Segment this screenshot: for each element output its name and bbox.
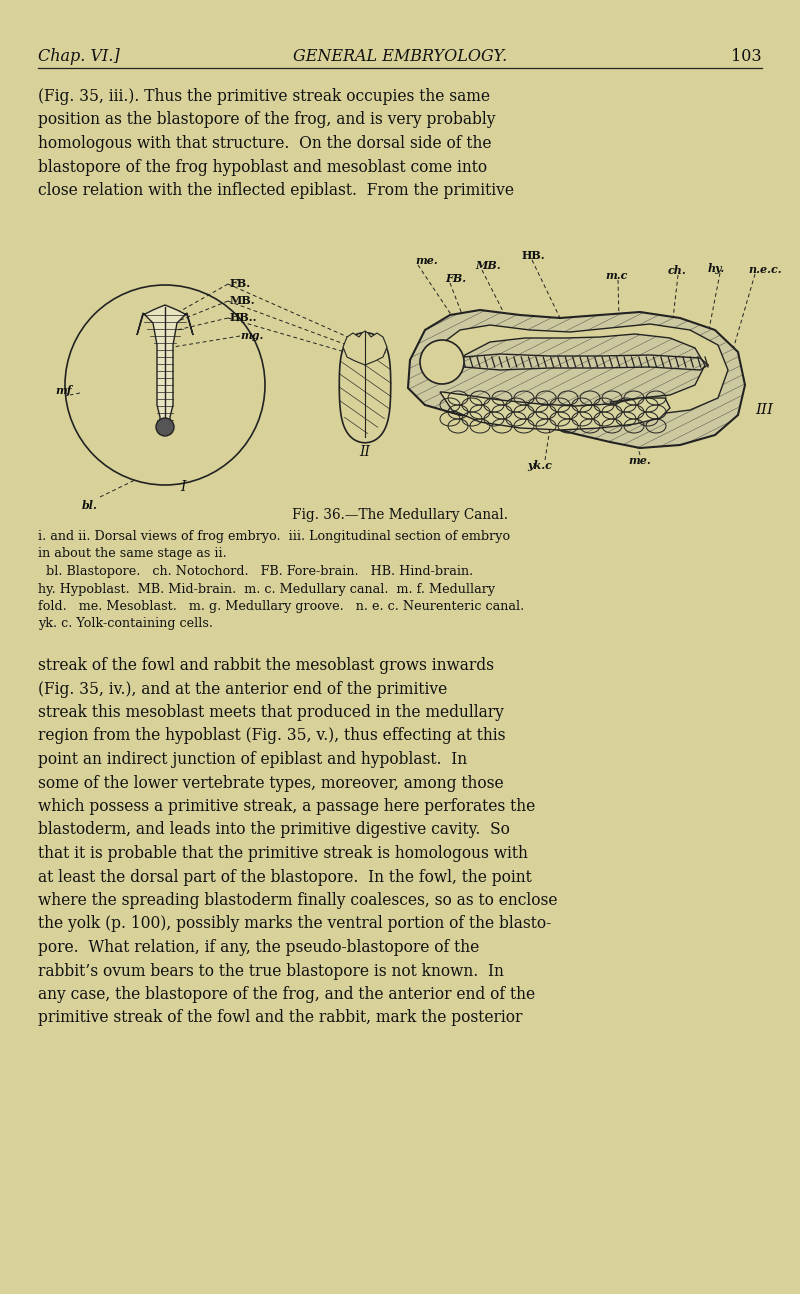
Text: Chap. VI.]: Chap. VI.] [38, 48, 120, 65]
Text: n.e.c.: n.e.c. [748, 264, 782, 276]
Text: some of the lower vertebrate types, moreover, among those: some of the lower vertebrate types, more… [38, 775, 504, 792]
Text: yk.c: yk.c [527, 459, 553, 471]
Text: I: I [180, 480, 186, 494]
Text: FB.: FB. [445, 273, 466, 283]
Text: HB.: HB. [522, 250, 546, 261]
Text: at least the dorsal part of the blastopore.  In the fowl, the point: at least the dorsal part of the blastopo… [38, 868, 532, 885]
Text: (Fig. 35, iii.). Thus the primitive streak occupies the same: (Fig. 35, iii.). Thus the primitive stre… [38, 88, 490, 105]
Text: fold.   me. Mesoblast.   m. g. Medullary groove.   n. e. c. Neurenteric canal.: fold. me. Mesoblast. m. g. Medullary gro… [38, 600, 524, 613]
Text: bl. Blastopore.   ch. Notochord.   FB. Fore-brain.   HB. Hind-brain.: bl. Blastopore. ch. Notochord. FB. Fore-… [38, 565, 474, 578]
Text: (Fig. 35, iv.), and at the anterior end of the primitive: (Fig. 35, iv.), and at the anterior end … [38, 681, 447, 697]
Text: streak this mesoblast meets that produced in the medullary: streak this mesoblast meets that produce… [38, 704, 504, 721]
Text: close relation with the inflected epiblast.  From the primitive: close relation with the inflected epibla… [38, 182, 514, 199]
Polygon shape [440, 392, 670, 430]
Text: yk. c. Yolk-containing cells.: yk. c. Yolk-containing cells. [38, 617, 213, 630]
Text: region from the hypoblast (Fig. 35, v.), thus effecting at this: region from the hypoblast (Fig. 35, v.),… [38, 727, 506, 744]
Text: mg.: mg. [240, 330, 263, 342]
Text: GENERAL EMBRYOLOGY.: GENERAL EMBRYOLOGY. [293, 48, 507, 65]
Text: MB.: MB. [230, 295, 256, 305]
Text: i. and ii. Dorsal views of frog embryo.  iii. Longitudinal section of embryo: i. and ii. Dorsal views of frog embryo. … [38, 531, 510, 543]
Text: m.c: m.c [605, 270, 627, 281]
Text: any case, the blastopore of the frog, and the anterior end of the: any case, the blastopore of the frog, an… [38, 986, 535, 1003]
Text: primitive streak of the fowl and the rabbit, mark the posterior: primitive streak of the fowl and the rab… [38, 1009, 522, 1026]
Text: me.: me. [629, 455, 651, 466]
Polygon shape [430, 324, 728, 415]
Text: that it is probable that the primitive streak is homologous with: that it is probable that the primitive s… [38, 845, 528, 862]
Text: ch.: ch. [668, 265, 686, 276]
Text: which possess a primitive streak, a passage here perforates the: which possess a primitive streak, a pass… [38, 798, 535, 815]
Circle shape [420, 340, 464, 384]
Text: blastopore of the frog hypoblast and mesoblast come into: blastopore of the frog hypoblast and mes… [38, 158, 487, 176]
Text: blastoderm, and leads into the primitive digestive cavity.  So: blastoderm, and leads into the primitive… [38, 822, 510, 839]
Text: mf: mf [55, 384, 71, 396]
Text: streak of the fowl and rabbit the mesoblast grows inwards: streak of the fowl and rabbit the mesobl… [38, 657, 494, 674]
Text: me.: me. [415, 255, 438, 267]
Polygon shape [137, 305, 193, 423]
Text: hy. Hypoblast.  MB. Mid-brain.  m. c. Medullary canal.  m. f. Medullary: hy. Hypoblast. MB. Mid-brain. m. c. Medu… [38, 582, 495, 595]
Text: bl.: bl. [82, 499, 98, 511]
Polygon shape [343, 331, 387, 365]
Text: 103: 103 [731, 48, 762, 65]
Text: the yolk (p. 100), possibly marks the ventral portion of the blasto-: the yolk (p. 100), possibly marks the ve… [38, 915, 551, 933]
Text: in about the same stage as ii.: in about the same stage as ii. [38, 547, 226, 560]
Text: hy.: hy. [708, 263, 726, 274]
Text: point an indirect junction of epiblast and hypoblast.  In: point an indirect junction of epiblast a… [38, 751, 467, 769]
Text: III: III [755, 402, 773, 417]
Text: Fig. 36.—The Medullary Canal.: Fig. 36.—The Medullary Canal. [292, 509, 508, 521]
Text: II: II [359, 445, 370, 459]
Text: pore.  What relation, if any, the pseudo-blastopore of the: pore. What relation, if any, the pseudo-… [38, 939, 479, 956]
Polygon shape [339, 333, 390, 443]
Text: MB.: MB. [475, 260, 501, 270]
Circle shape [156, 418, 174, 436]
Text: rabbit’s ovum bears to the true blastopore is not known.  In: rabbit’s ovum bears to the true blastopo… [38, 963, 504, 980]
Text: homologous with that structure.  On the dorsal side of the: homologous with that structure. On the d… [38, 135, 491, 151]
Text: HB..: HB.. [230, 312, 258, 324]
Text: FB.: FB. [230, 278, 251, 289]
Polygon shape [408, 311, 745, 448]
Text: position as the blastopore of the frog, and is very probably: position as the blastopore of the frog, … [38, 111, 495, 128]
Text: where the spreading blastoderm finally coalesces, so as to enclose: where the spreading blastoderm finally c… [38, 892, 558, 908]
